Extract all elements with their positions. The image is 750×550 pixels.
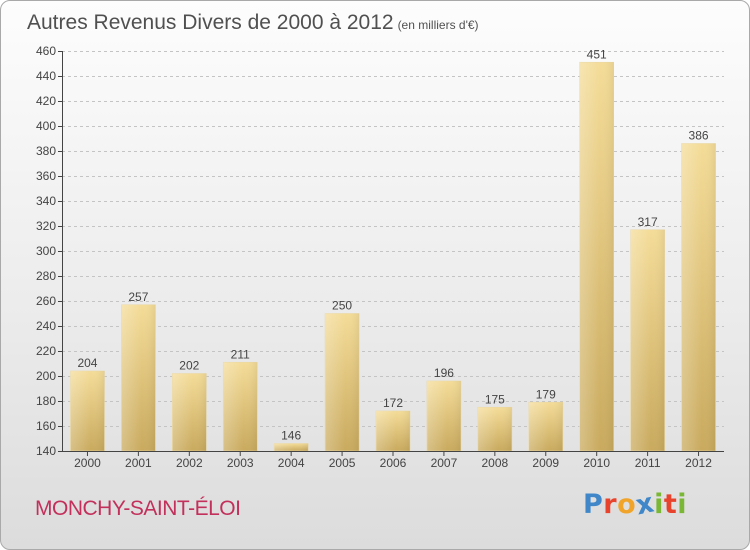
logo-letter: P (583, 489, 604, 520)
bar-shade-2005 (325, 313, 360, 451)
bar-shade-2012 (681, 143, 716, 451)
y-tick-label-300: 300 (36, 244, 56, 258)
chart-title-text: Autres Revenus Divers de 2000 à 2012 (27, 11, 394, 34)
value-label-2012: 386 (689, 129, 709, 143)
proxiti-logo: Proxiti (583, 487, 688, 521)
axes: 140 160 180 200 220 240 260 280 300 320 340 360 380 4… (36, 44, 724, 470)
value-label-2003: 211 (231, 347, 250, 361)
value-label-2004: 146 (281, 429, 301, 443)
x-tick-label-2008: 2008 (481, 456, 508, 470)
y-tick-label-400: 400 (36, 119, 56, 133)
y-tick-label-260: 260 (36, 294, 56, 308)
bar-shade-2010 (579, 62, 614, 451)
value-label-2011: 317 (638, 215, 658, 229)
y-tick-label-220: 220 (36, 344, 56, 358)
value-label-2002: 202 (179, 359, 199, 373)
logo-letter: i (654, 489, 664, 520)
bar-shade-2002 (172, 373, 207, 451)
y-tick-label-380: 380 (36, 144, 56, 158)
y-tick-label-360: 360 (36, 169, 56, 183)
chart-subtitle: (en milliers d'€) (397, 18, 479, 32)
y-tick-label-420: 420 (36, 94, 56, 108)
y-tick-label-160: 160 (36, 419, 56, 433)
bar-shade-2007 (426, 381, 461, 451)
y-tick-label-140: 140 (36, 444, 56, 458)
y-tick-label-240: 240 (36, 319, 56, 333)
x-tick-label-2009: 2009 (532, 456, 559, 470)
logo-letter: i (677, 489, 688, 520)
bar-shade-2011 (630, 229, 665, 451)
chart-title: Autres Revenus Divers de 2000 à 2012 (en … (27, 11, 479, 35)
value-label-2005: 250 (332, 299, 352, 313)
x-tick-label-2010: 2010 (583, 456, 610, 470)
x-tick-label-2007: 2007 (431, 456, 458, 470)
value-label-2009: 179 (536, 387, 556, 401)
x-tick-label-2004: 2004 (278, 456, 305, 470)
y-tick-label-320: 320 (36, 219, 56, 233)
value-label-2008: 175 (485, 392, 505, 406)
logo-letter: t (663, 489, 678, 520)
value-label-2006: 172 (383, 396, 403, 410)
x-tick-label-2005: 2005 (329, 456, 356, 470)
value-labels: 204 257 202 211 146 250 172 196 175 179 451 317 386 (77, 47, 708, 442)
bar-shade-2000 (70, 371, 105, 451)
y-tick-label-180: 180 (36, 394, 56, 408)
gridlines (62, 51, 724, 427)
y-tick-label-200: 200 (36, 369, 56, 383)
x-tick-label-2012: 2012 (685, 456, 712, 470)
bar-shade-2006 (376, 411, 410, 451)
logo-letter: r (603, 489, 618, 520)
y-tick-label-440: 440 (36, 69, 56, 83)
value-label-2007: 196 (434, 366, 454, 380)
x-tick-label-2006: 2006 (380, 456, 407, 470)
logo-letter: o (617, 489, 637, 520)
bar-shade-2004 (274, 443, 309, 451)
value-label-2001: 257 (128, 290, 148, 304)
bar-shade-2008 (477, 407, 512, 451)
city-name: MONCHY-SAINT-ÉLOI (35, 497, 241, 520)
y-tick-label-280: 280 (36, 269, 56, 283)
x-tick-label-2002: 2002 (176, 456, 203, 470)
bar-shade-2001 (121, 304, 156, 451)
x-tick-label-2001: 2001 (125, 456, 152, 470)
x-tick-label-2003: 2003 (227, 456, 254, 470)
x-tick-label-2000: 2000 (74, 456, 101, 470)
bar-shade-2009 (528, 402, 563, 451)
bars (70, 61, 716, 452)
value-label-2010: 451 (587, 47, 607, 61)
bar-shade-2003 (223, 362, 258, 451)
value-label-2000: 204 (77, 356, 97, 370)
y-tick-label-460: 460 (36, 44, 56, 58)
x-tick-label-2011: 2011 (635, 456, 661, 470)
y-tick-label-340: 340 (36, 194, 56, 208)
